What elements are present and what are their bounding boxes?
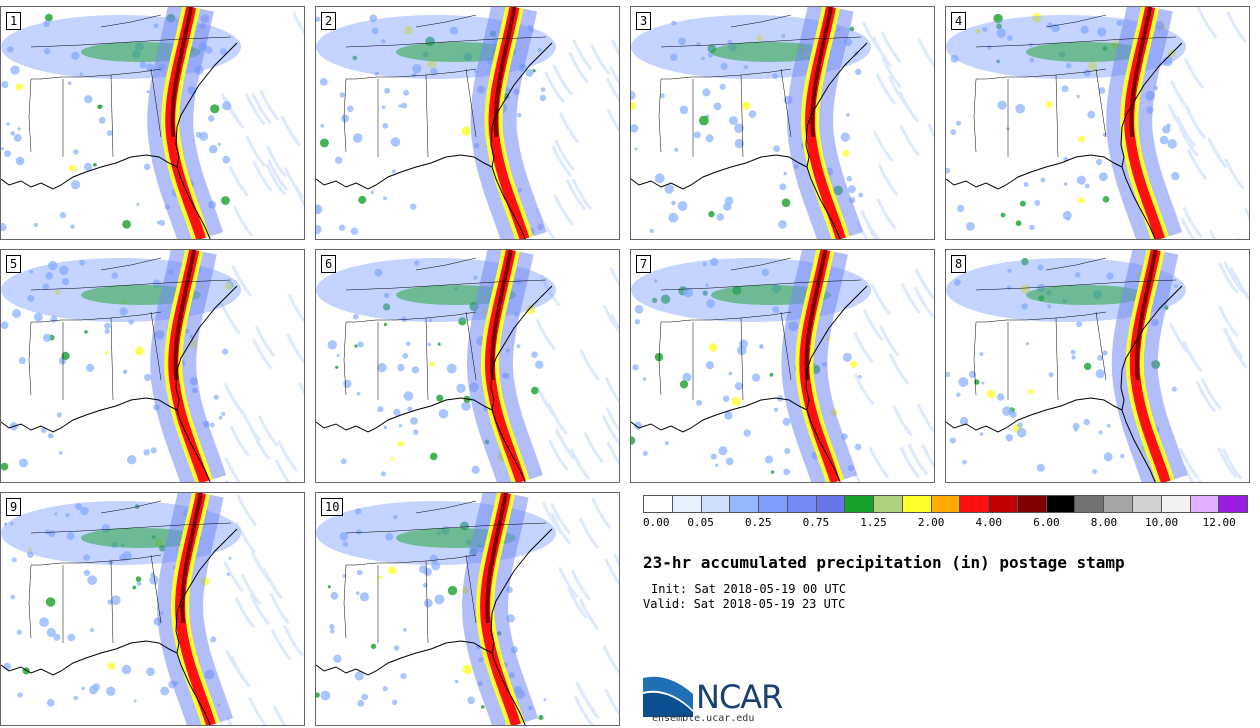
member-number: 6 xyxy=(321,255,337,273)
legend-swatch xyxy=(1219,496,1248,512)
legend-swatch xyxy=(730,496,760,512)
ensemble-member-panel: 10 xyxy=(315,492,620,726)
legend-swatch xyxy=(1190,496,1220,512)
legend-swatch xyxy=(1104,496,1134,512)
legend-swatch xyxy=(644,496,673,512)
legend-swatch xyxy=(672,496,702,512)
ensemble-member-panel: 1 xyxy=(0,6,305,240)
legend-swatch xyxy=(1075,496,1105,512)
color-scale-legend xyxy=(643,495,1248,513)
legend-tick-label: 8.00 xyxy=(1090,516,1118,529)
logo-url: ensemble.ucar.edu xyxy=(652,713,755,724)
legend-tick-label: 12.00 xyxy=(1202,516,1236,529)
legend-swatch xyxy=(701,496,731,512)
logo-text: NCAR xyxy=(696,678,783,716)
legend-swatch xyxy=(1046,496,1076,512)
legend-swatch xyxy=(931,496,961,512)
plot-title: 23-hr accumulated precipitation (in) pos… xyxy=(643,553,1125,572)
legend-swatch xyxy=(1017,496,1047,512)
member-number: 5 xyxy=(6,255,22,273)
ensemble-member-panel: 8 xyxy=(945,249,1250,483)
legend-swatch xyxy=(845,496,875,512)
ensemble-member-panel: 4 xyxy=(945,6,1250,240)
init-time: Init: Sat 2018-05-19 00 UTC xyxy=(651,582,847,596)
legend-swatch xyxy=(902,496,932,512)
member-number: 7 xyxy=(636,255,652,273)
member-number: 8 xyxy=(951,255,967,273)
member-number: 1 xyxy=(6,12,22,30)
member-number: 4 xyxy=(951,12,967,30)
valid-time: Valid: Sat 2018-05-19 23 UTC xyxy=(643,597,846,611)
ensemble-member-panel: 6 xyxy=(315,249,620,483)
legend-swatch xyxy=(759,496,788,512)
legend-tick-label: 0.25 xyxy=(744,516,772,529)
legend-swatch xyxy=(787,496,817,512)
legend-swatch xyxy=(816,496,846,512)
legend-swatch xyxy=(1161,496,1191,512)
ensemble-member-panel: 5 xyxy=(0,249,305,483)
legend-tick-label: 0.75 xyxy=(802,516,830,529)
legend-tick-label: 6.00 xyxy=(1033,516,1060,529)
legend-swatch xyxy=(989,496,1018,512)
legend-swatch xyxy=(1133,496,1162,512)
legend-tick-label: 0.05 xyxy=(687,516,714,529)
legend-tick-label: 10.00 xyxy=(1145,516,1179,529)
ncar-logo-icon xyxy=(643,676,693,717)
ensemble-member-panel: 7 xyxy=(630,249,935,483)
ensemble-member-panel: 3 xyxy=(630,6,935,240)
member-number: 9 xyxy=(6,498,22,516)
legend-tick-label: 0.00 xyxy=(643,516,670,529)
ensemble-member-panel: 2 xyxy=(315,6,620,240)
member-number: 10 xyxy=(321,498,344,516)
legend-swatch xyxy=(874,496,903,512)
color-scale-labels: 0.00 0.05 0.25 0.75 1.25 2.00 4.00 6.00 8.00 10.0… xyxy=(643,516,1248,530)
legend-tick-label: 1.25 xyxy=(860,516,887,529)
ensemble-member-panel: 9 xyxy=(0,492,305,726)
legend-swatch xyxy=(960,496,990,512)
legend-tick-label: 4.00 xyxy=(975,516,1002,529)
member-number: 2 xyxy=(321,12,337,30)
member-number: 3 xyxy=(636,12,652,30)
legend-tick-label: 2.00 xyxy=(917,516,945,529)
